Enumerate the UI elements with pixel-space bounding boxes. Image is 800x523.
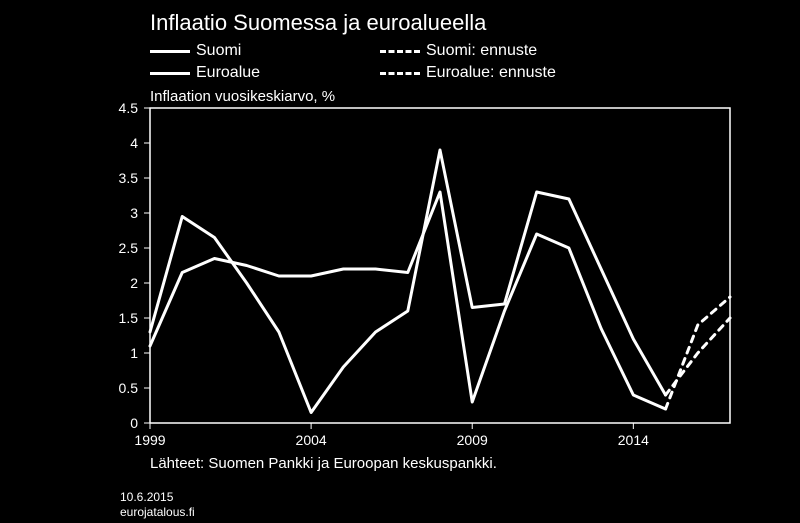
footer-date: 10.6.2015 [120,490,195,505]
svg-text:1999: 1999 [134,432,165,448]
svg-text:0: 0 [130,415,138,431]
svg-text:3: 3 [130,205,138,221]
svg-text:2004: 2004 [296,432,327,448]
chart-subtitle: Inflaation vuosikeskiarvo, % [150,88,335,105]
legend-swatch-solid [150,72,190,75]
legend-label: Euroalue [196,64,260,82]
legend-label: Suomi: ennuste [426,42,537,60]
legend-swatch-dashed [380,50,420,53]
svg-text:4: 4 [130,135,138,151]
legend-swatch-solid [150,50,190,53]
svg-text:4.5: 4.5 [119,100,139,116]
source-text: Lähteet: Suomen Pankki ja Euroopan kesku… [150,455,497,472]
svg-text:2: 2 [130,275,138,291]
svg-text:2009: 2009 [457,432,488,448]
legend: Suomi Suomi: ennuste Euroalue Euroalue: … [150,40,610,84]
legend-item-euroalue: Euroalue [150,64,380,82]
legend-label: Suomi [196,42,241,60]
inflation-chart: Inflaatio Suomessa ja euroalueella Suomi… [0,0,800,523]
chart-title: Inflaatio Suomessa ja euroalueella [150,10,486,36]
footer-site: eurojatalous.fi [120,505,195,520]
svg-text:0.5: 0.5 [119,380,139,396]
svg-text:1: 1 [130,345,138,361]
svg-text:3.5: 3.5 [119,170,139,186]
legend-item-suomi: Suomi [150,42,380,60]
legend-swatch-dashed [380,72,420,75]
legend-label: Euroalue: ennuste [426,64,556,82]
legend-item-suomi-ennuste: Suomi: ennuste [380,42,610,60]
legend-item-euroalue-ennuste: Euroalue: ennuste [380,64,610,82]
svg-text:2.5: 2.5 [119,240,139,256]
svg-text:2014: 2014 [618,432,649,448]
svg-text:1.5: 1.5 [119,310,139,326]
footer: 10.6.2015 eurojatalous.fi [120,490,195,520]
